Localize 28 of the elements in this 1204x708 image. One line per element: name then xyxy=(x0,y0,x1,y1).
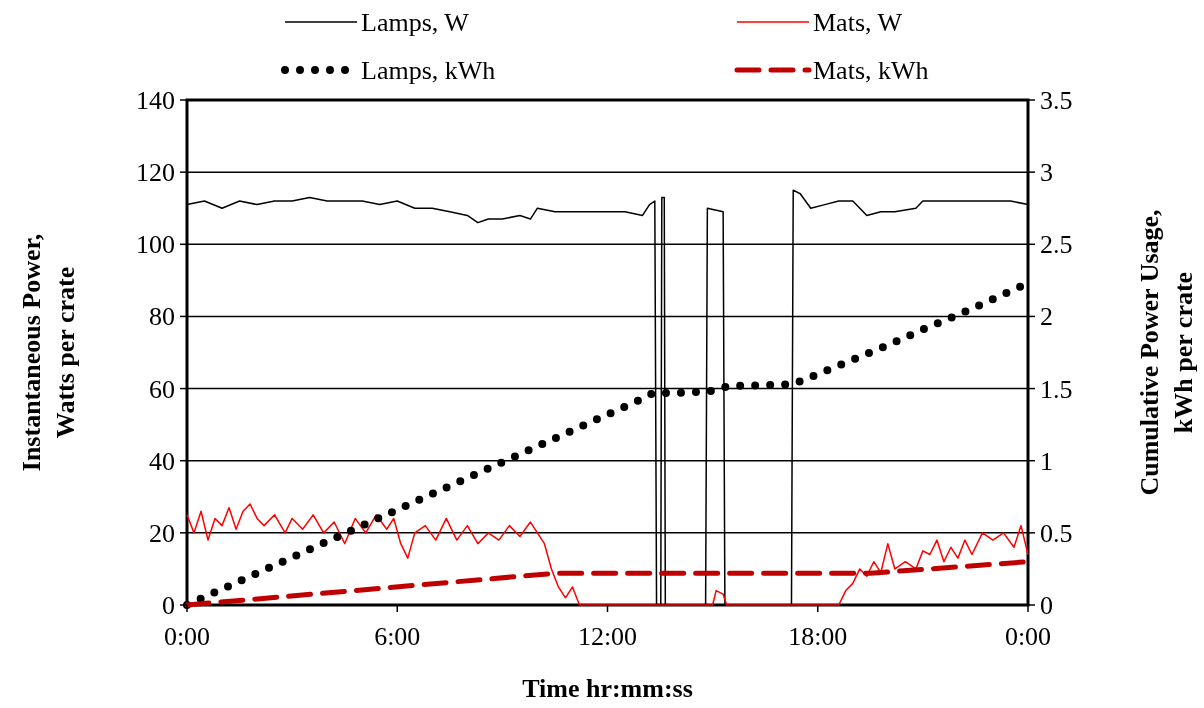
y-tick-label: 20 xyxy=(149,518,175,548)
legend-label: Mats, kWh xyxy=(813,56,929,85)
y-axis-title: Instantaneous Power, Watts per crate xyxy=(17,233,80,472)
y2-tick-label: 2.5 xyxy=(1040,230,1073,260)
y-tick-label: 40 xyxy=(149,446,175,476)
y-tick-label: 60 xyxy=(149,374,175,404)
x-tick-label: 6:00 xyxy=(374,622,421,651)
y-tick-label: 100 xyxy=(136,230,175,260)
y-tick-label: 80 xyxy=(149,302,175,332)
legend-label: Lamps, kWh xyxy=(361,56,496,85)
x-tick-label: 0:00 xyxy=(1004,622,1052,651)
y2-tick-label: 2 xyxy=(1040,302,1053,332)
y2-axis-title: Cumulative Power Usage, kWh per crate xyxy=(1135,209,1198,496)
y2-tick-label: 3 xyxy=(1040,158,1053,188)
y2-tick-label: 1 xyxy=(1040,446,1053,476)
x-tick-label: 12:00 xyxy=(577,622,638,651)
y-tick-label: 120 xyxy=(136,158,175,188)
x-axis-title: Time hr:mm:ss xyxy=(522,674,693,703)
y-tick-label: 140 xyxy=(136,86,175,115)
y2-tick-label: 0 xyxy=(1040,591,1053,620)
y2-tick-label: 0.5 xyxy=(1040,518,1073,548)
y2-tick-label: 1.5 xyxy=(1040,374,1073,404)
legend-label: Mats, W xyxy=(813,8,903,37)
x-tick-label: 18:00 xyxy=(788,622,848,651)
y2-tick-label: 3.5 xyxy=(1040,86,1073,115)
x-tick-label: 0:00 xyxy=(163,622,211,651)
y-tick-label: 0 xyxy=(162,591,175,620)
legend-label: Lamps, W xyxy=(361,8,470,37)
